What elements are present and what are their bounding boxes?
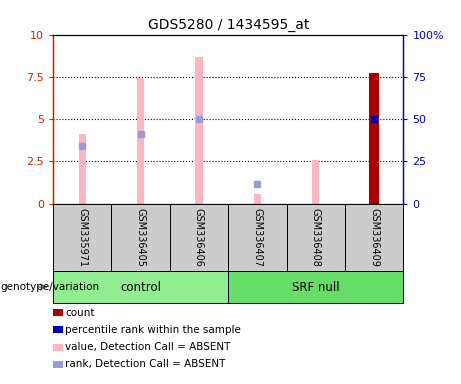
Bar [137,78,144,204]
Text: genotype/variation: genotype/variation [0,282,100,292]
Text: GSM336409: GSM336409 [369,208,379,266]
Text: GSM335971: GSM335971 [77,208,87,266]
Text: GSM336406: GSM336406 [194,208,204,266]
Text: SRF null: SRF null [292,281,340,293]
Text: control: control [120,281,161,293]
Text: count: count [65,308,95,318]
Bar [254,194,261,204]
Title: GDS5280 / 1434595_at: GDS5280 / 1434595_at [148,18,309,32]
Text: percentile rank within the sample: percentile rank within the sample [65,325,242,335]
Bar [312,160,319,204]
Bar [369,73,379,204]
Bar [79,134,86,204]
Text: rank, Detection Call = ABSENT: rank, Detection Call = ABSENT [65,359,226,369]
Text: GSM336405: GSM336405 [136,208,146,266]
Bar [195,56,202,204]
Text: GSM336408: GSM336408 [311,208,321,266]
Text: GSM336407: GSM336407 [252,208,262,266]
Text: value, Detection Call = ABSENT: value, Detection Call = ABSENT [65,342,231,352]
